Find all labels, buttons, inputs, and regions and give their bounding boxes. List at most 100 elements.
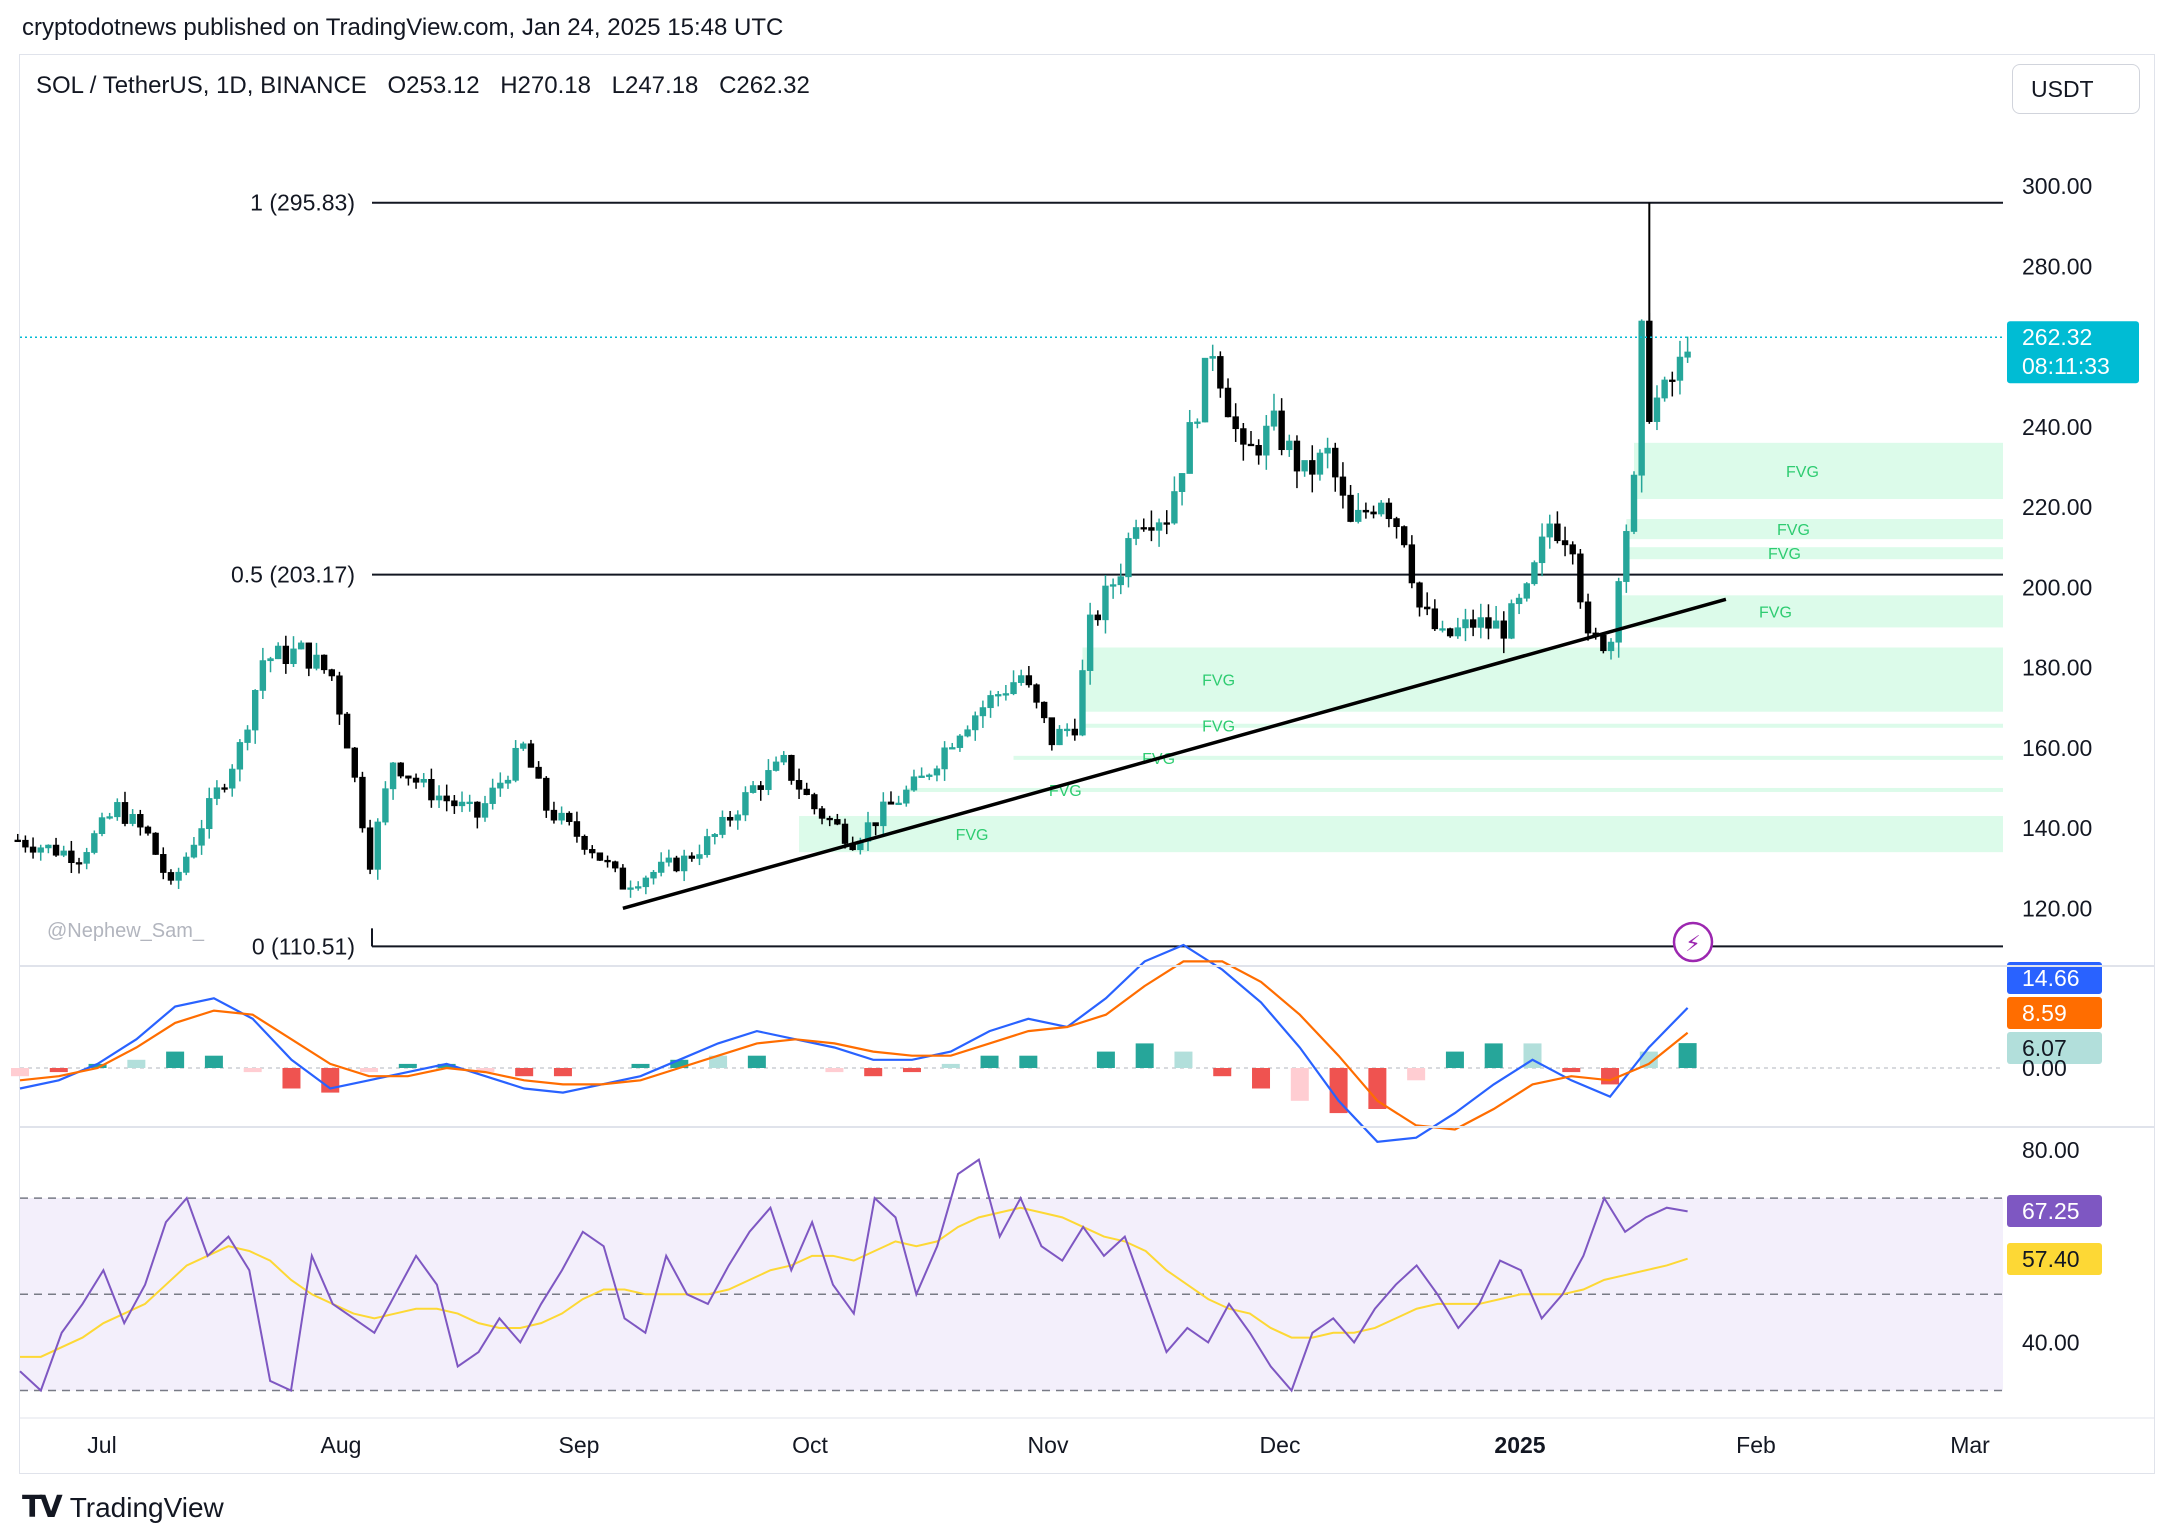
candle-body: [1293, 440, 1301, 472]
candle-body: [1247, 443, 1255, 447]
macd-histogram-bar: [670, 1059, 689, 1068]
publisher-line: cryptodotnews published on TradingView.c…: [22, 14, 784, 41]
candle-body: [1194, 421, 1201, 424]
candle-body: [956, 735, 964, 748]
candle-body: [121, 802, 129, 824]
macd-histogram-bar: [1174, 1051, 1193, 1068]
tradingview-logo[interactable]: TV TradingView: [22, 1490, 224, 1525]
candle-body: [1600, 634, 1607, 652]
candle-body: [152, 832, 159, 855]
candle-body: [1125, 538, 1132, 578]
candle-body: [1584, 601, 1592, 634]
candle-body: [236, 742, 244, 770]
candle-body: [642, 877, 650, 888]
candle-body: [1355, 509, 1362, 522]
macd-histogram-bar: [1639, 1051, 1658, 1068]
macd-histogram-bar: [1252, 1068, 1271, 1089]
candle-body: [972, 715, 979, 731]
candle-body: [895, 802, 902, 806]
candle-body: [1232, 416, 1239, 430]
candle-body: [68, 850, 75, 864]
candle-body: [619, 867, 627, 890]
fvg-label: FVG: [1759, 604, 1792, 621]
candle-body: [635, 886, 642, 889]
candle-body: [382, 788, 389, 823]
macd-histogram-bar: [980, 1055, 999, 1068]
candle-body: [749, 785, 757, 793]
candle-body: [114, 802, 121, 818]
candle-body: [772, 761, 780, 771]
macd-histogram-bar: [1213, 1068, 1232, 1077]
candle-body: [22, 839, 29, 848]
candle-body: [1577, 553, 1584, 603]
candle-body: [497, 782, 504, 789]
candle-body: [680, 855, 688, 872]
macd-line: [19, 943, 1689, 1143]
macd-histogram-bar: [1407, 1068, 1426, 1081]
fvg-zones: FVGFVGFVGFVGFVGFVGFVGFVGFVG: [799, 442, 2003, 853]
candle-body: [1523, 583, 1530, 599]
candle-body: [91, 833, 98, 853]
candle-body: [1370, 511, 1377, 515]
candle-body: [566, 812, 573, 822]
candle-body: [650, 871, 657, 879]
macd-pane: 14.66 8.59 6.070.00: [11, 943, 2102, 1143]
candle-body: [757, 785, 764, 790]
lightning-glyph: ⚡: [1685, 932, 1700, 957]
macd-tick-label: 0.00: [2022, 1055, 2067, 1081]
candle-body: [1217, 356, 1224, 389]
trendline[interactable]: [622, 597, 1727, 911]
price-tick-label: 200.00: [2022, 574, 2092, 600]
candle-body: [1393, 518, 1400, 528]
candle-body: [474, 801, 481, 818]
candle-body: [933, 768, 941, 776]
candle-body: [282, 645, 290, 665]
candle-body: [1048, 717, 1056, 746]
fvg-zone: [1626, 547, 2003, 560]
candle-body: [1347, 494, 1354, 522]
last-price-badge: 262.32 08:11:33: [20, 321, 2139, 384]
candle-body: [688, 855, 696, 859]
candle-body: [52, 844, 60, 856]
candle-body: [795, 780, 803, 790]
chart-frame: [19, 54, 2155, 1474]
candle-body: [573, 821, 581, 837]
candle-body: [903, 789, 910, 804]
rsi-value-badge: [2007, 1243, 2102, 1275]
fvg-zone: [1013, 755, 2003, 760]
candle-body: [481, 803, 489, 818]
macd-histogram-bar: [127, 1059, 146, 1068]
macd-histogram-bar: [709, 1055, 728, 1068]
candle-body: [1094, 614, 1101, 621]
candle-body: [259, 660, 267, 691]
signal-line: [19, 960, 1689, 1131]
price-tick-label: 300.00: [2022, 173, 2092, 199]
macd-histogram-bar: [437, 1063, 456, 1068]
candle-body: [1270, 410, 1278, 427]
candle-body: [144, 826, 152, 834]
candle-body: [834, 819, 841, 825]
candle-body: [1102, 585, 1109, 621]
candle-body: [1508, 603, 1515, 639]
candle-body: [887, 801, 895, 805]
fib-level-label: 0.5 (203.17): [231, 562, 355, 588]
candle-body: [1469, 619, 1477, 628]
candle-body: [489, 787, 496, 804]
ohlc-open: O253.12: [387, 72, 480, 99]
candle-body: [627, 887, 634, 890]
candle-body: [244, 729, 251, 743]
rsi-line: [19, 1157, 1688, 1393]
macd-histogram-bar: [1329, 1068, 1348, 1114]
fvg-zone: [1634, 442, 2003, 500]
symbol-name: SOL / TetherUS, 1D, BINANCE: [36, 72, 367, 99]
fvg-zone: [1618, 595, 2003, 628]
candle-body: [1155, 522, 1163, 531]
candle-body: [1071, 728, 1079, 736]
candle-body: [1163, 522, 1170, 525]
fvg-zone: [1082, 723, 2003, 728]
candle-body: [213, 787, 221, 799]
candle-body: [841, 823, 849, 844]
ohlc-close: C262.32: [719, 72, 810, 99]
currency-button[interactable]: USDT: [2012, 64, 2140, 114]
